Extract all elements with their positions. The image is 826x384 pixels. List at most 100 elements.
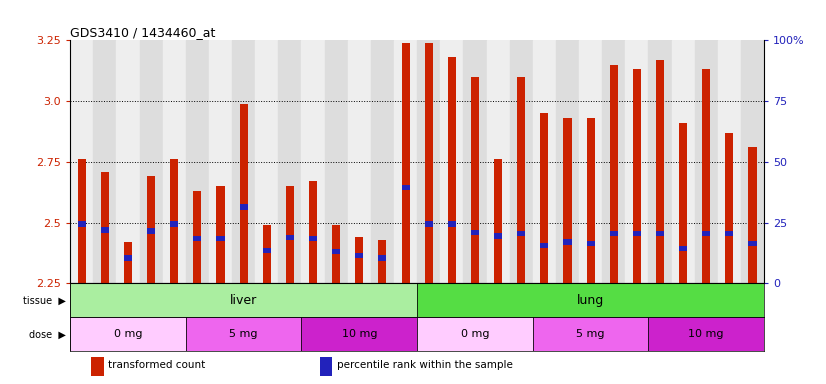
Text: 5 mg: 5 mg bbox=[577, 329, 605, 339]
Bar bbox=[240, 104, 248, 283]
Bar bbox=[748, 147, 757, 283]
Bar bbox=[163, 40, 186, 283]
Bar bbox=[702, 70, 710, 283]
Bar bbox=[70, 40, 93, 283]
Bar bbox=[355, 253, 363, 258]
Bar bbox=[533, 318, 648, 351]
Bar bbox=[170, 159, 178, 283]
Bar bbox=[401, 43, 410, 283]
Bar bbox=[563, 240, 572, 245]
Bar bbox=[116, 40, 140, 283]
Bar bbox=[702, 231, 710, 236]
Bar bbox=[240, 204, 248, 210]
Bar bbox=[748, 241, 757, 246]
Bar bbox=[378, 255, 387, 261]
Bar bbox=[186, 40, 209, 283]
Bar bbox=[263, 225, 271, 283]
Bar bbox=[610, 231, 618, 236]
Bar bbox=[718, 40, 741, 283]
Bar bbox=[101, 172, 109, 283]
Bar bbox=[494, 233, 502, 239]
Bar bbox=[417, 40, 440, 283]
Bar bbox=[193, 236, 202, 241]
Bar bbox=[309, 181, 317, 283]
Bar bbox=[263, 248, 271, 253]
Text: 10 mg: 10 mg bbox=[689, 329, 724, 339]
Bar bbox=[656, 231, 664, 236]
Text: tissue  ▶: tissue ▶ bbox=[23, 295, 66, 305]
Text: 0 mg: 0 mg bbox=[114, 329, 142, 339]
Bar bbox=[70, 283, 417, 318]
Bar bbox=[633, 70, 641, 283]
Bar bbox=[147, 228, 155, 234]
Bar bbox=[695, 40, 718, 283]
Bar bbox=[355, 237, 363, 283]
Bar bbox=[517, 77, 525, 283]
Bar bbox=[563, 118, 572, 283]
Bar bbox=[332, 249, 340, 255]
Bar bbox=[325, 40, 348, 283]
Bar bbox=[91, 357, 103, 376]
Bar bbox=[425, 221, 433, 227]
Bar bbox=[209, 40, 232, 283]
Bar bbox=[602, 40, 625, 283]
Bar bbox=[679, 123, 687, 283]
Bar bbox=[425, 43, 433, 283]
Bar bbox=[286, 186, 294, 283]
Bar bbox=[510, 40, 533, 283]
Text: dose  ▶: dose ▶ bbox=[29, 329, 66, 339]
Bar bbox=[332, 225, 340, 283]
Bar bbox=[309, 236, 317, 241]
Bar bbox=[170, 221, 178, 227]
Bar bbox=[216, 186, 225, 283]
Bar bbox=[186, 318, 301, 351]
Bar bbox=[417, 318, 533, 351]
Bar bbox=[78, 159, 86, 283]
Bar bbox=[463, 40, 487, 283]
Bar bbox=[440, 40, 463, 283]
Bar bbox=[401, 185, 410, 190]
Bar bbox=[417, 283, 764, 318]
Bar bbox=[348, 40, 371, 283]
Bar bbox=[147, 177, 155, 283]
Bar bbox=[93, 40, 116, 283]
Bar bbox=[648, 40, 672, 283]
Bar bbox=[586, 118, 595, 283]
Bar bbox=[625, 40, 648, 283]
Bar bbox=[232, 40, 255, 283]
Bar bbox=[517, 231, 525, 236]
Bar bbox=[448, 221, 456, 227]
Bar bbox=[101, 227, 109, 233]
Bar bbox=[533, 40, 556, 283]
Bar bbox=[140, 40, 163, 283]
Bar bbox=[301, 318, 417, 351]
Bar bbox=[471, 230, 479, 235]
Text: GDS3410 / 1434460_at: GDS3410 / 1434460_at bbox=[70, 26, 216, 39]
Bar bbox=[494, 159, 502, 283]
Text: lung: lung bbox=[577, 294, 604, 307]
Bar bbox=[124, 242, 132, 283]
Bar bbox=[556, 40, 579, 283]
Text: liver: liver bbox=[230, 294, 257, 307]
Text: transformed count: transformed count bbox=[108, 360, 206, 370]
Bar bbox=[656, 60, 664, 283]
Bar bbox=[78, 221, 86, 227]
Bar bbox=[255, 40, 278, 283]
Bar bbox=[487, 40, 510, 283]
Bar bbox=[586, 241, 595, 246]
Bar bbox=[70, 318, 186, 351]
Bar bbox=[540, 243, 548, 248]
Text: 10 mg: 10 mg bbox=[342, 329, 377, 339]
Bar bbox=[448, 57, 456, 283]
Text: 5 mg: 5 mg bbox=[230, 329, 258, 339]
Bar bbox=[725, 133, 733, 283]
Bar bbox=[301, 40, 325, 283]
Bar bbox=[278, 40, 301, 283]
Bar bbox=[471, 77, 479, 283]
Bar bbox=[579, 40, 602, 283]
Bar bbox=[394, 40, 417, 283]
Bar bbox=[725, 231, 733, 236]
Bar bbox=[320, 357, 333, 376]
Bar bbox=[741, 40, 764, 283]
Text: percentile rank within the sample: percentile rank within the sample bbox=[337, 360, 513, 370]
